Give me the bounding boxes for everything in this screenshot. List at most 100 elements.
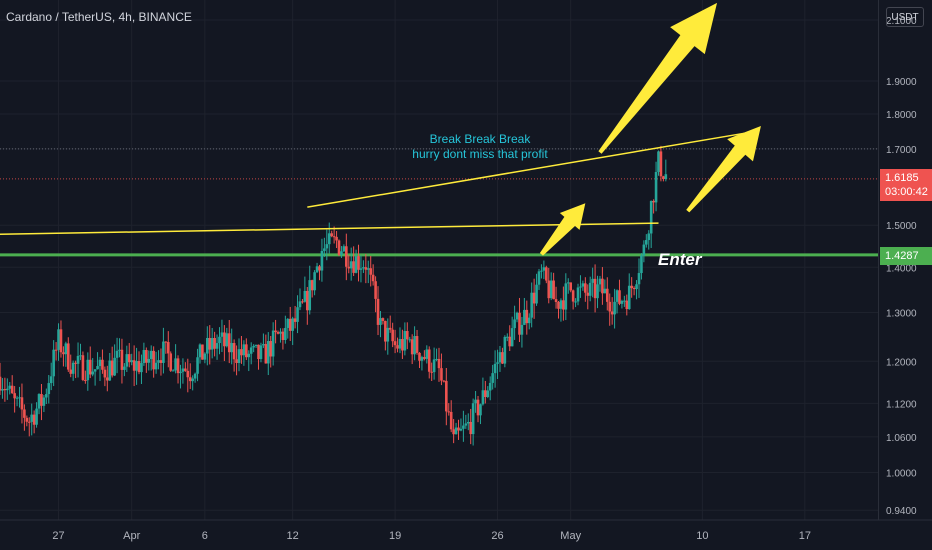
- candle-body: [530, 292, 533, 318]
- candle-body: [562, 300, 565, 310]
- candle-body: [579, 286, 582, 288]
- candle-body: [174, 358, 177, 371]
- candle-body: [598, 278, 602, 285]
- candle-body: [435, 358, 438, 360]
- candle-body: [440, 368, 443, 381]
- candle-body: [240, 349, 243, 356]
- candle-body: [574, 301, 577, 303]
- annotation-line-1: Break Break Break: [429, 132, 531, 146]
- candlestick-series: [0, 145, 668, 446]
- candle-body: [237, 349, 241, 363]
- candle-body: [79, 355, 82, 357]
- candle-body: [66, 343, 70, 370]
- candle-body: [637, 273, 641, 285]
- candle-body: [632, 288, 636, 290]
- candle-body: [564, 283, 568, 310]
- candle-body: [276, 332, 280, 334]
- trend-line: [307, 132, 747, 208]
- candle-body: [569, 282, 572, 291]
- candle-body: [308, 280, 312, 311]
- candle-body: [593, 278, 597, 299]
- candle-body: [130, 360, 133, 363]
- candle-body: [81, 355, 85, 380]
- candle-body: [513, 319, 516, 329]
- candle-body: [259, 345, 263, 360]
- candle-body: [418, 352, 421, 361]
- annotation-line-2: hurry dont miss that profit: [412, 147, 548, 161]
- candle-body: [27, 421, 31, 423]
- candle-body: [479, 404, 482, 416]
- candle-body: [630, 285, 633, 289]
- candle-body: [635, 284, 638, 290]
- candle-body: [196, 357, 199, 374]
- candle-body: [457, 427, 460, 431]
- candle-body: [225, 333, 229, 347]
- candle-body: [552, 280, 555, 300]
- candle-body: [576, 287, 580, 302]
- candle-body: [252, 345, 255, 348]
- candle-body: [620, 300, 624, 304]
- candle-body: [403, 331, 407, 351]
- candle-body: [554, 299, 558, 303]
- candle-body: [245, 344, 248, 358]
- candle-body: [169, 353, 173, 371]
- candle-body: [140, 363, 143, 373]
- candle-body: [135, 361, 138, 371]
- candle-body: [74, 362, 77, 364]
- candle-body: [284, 327, 287, 341]
- candle-body: [203, 353, 207, 360]
- candle-body: [627, 285, 631, 310]
- candle-body: [218, 336, 221, 344]
- candle-body: [491, 373, 494, 383]
- candle-body: [125, 354, 129, 367]
- candle-body: [664, 174, 668, 180]
- candle-body: [142, 350, 146, 364]
- candle-body: [264, 344, 268, 364]
- candle-body: [523, 309, 526, 325]
- arrow: [686, 125, 761, 213]
- candle-body: [254, 344, 258, 346]
- candle-body: [35, 408, 38, 425]
- candle-body: [349, 261, 353, 269]
- candle-body: [84, 379, 87, 381]
- currency-button[interactable]: USDT: [886, 7, 924, 27]
- candle-body: [301, 301, 304, 303]
- candle-body: [20, 397, 24, 410]
- candle-body: [652, 200, 655, 203]
- candle-body: [145, 350, 148, 363]
- candle-body: [249, 347, 253, 354]
- price-scale[interactable]: [878, 0, 932, 550]
- candle-body: [262, 344, 265, 346]
- support-price-tag: 1.4287: [880, 247, 932, 265]
- candle-body: [566, 282, 570, 284]
- candle-body: [101, 359, 104, 370]
- candle-body: [335, 236, 338, 241]
- candle-body: [437, 358, 441, 369]
- candle-body: [154, 362, 158, 370]
- candle-body: [159, 360, 163, 363]
- candle-body: [376, 298, 380, 325]
- candle-body: [281, 331, 285, 341]
- current-price-tag: 1.6185 03:00:42: [880, 168, 932, 201]
- candle-body: [137, 361, 141, 373]
- candle-body: [518, 312, 521, 335]
- candle-body: [415, 336, 419, 353]
- candle-body: [37, 394, 41, 409]
- candle-body: [71, 362, 75, 374]
- candle-body: [603, 288, 607, 294]
- candle-body: [88, 359, 92, 375]
- candle-body: [347, 266, 351, 269]
- candle-body: [8, 385, 12, 389]
- candle-body: [325, 244, 329, 249]
- candle-body: [184, 368, 187, 371]
- candle-body: [510, 328, 514, 347]
- candle-body: [354, 256, 358, 273]
- candle-body: [47, 383, 51, 395]
- candle-body: [345, 246, 348, 267]
- arrow: [539, 203, 586, 256]
- candle-body: [401, 339, 404, 351]
- candle-body: [445, 380, 448, 412]
- candle-body: [127, 354, 131, 363]
- candle-body: [405, 331, 409, 340]
